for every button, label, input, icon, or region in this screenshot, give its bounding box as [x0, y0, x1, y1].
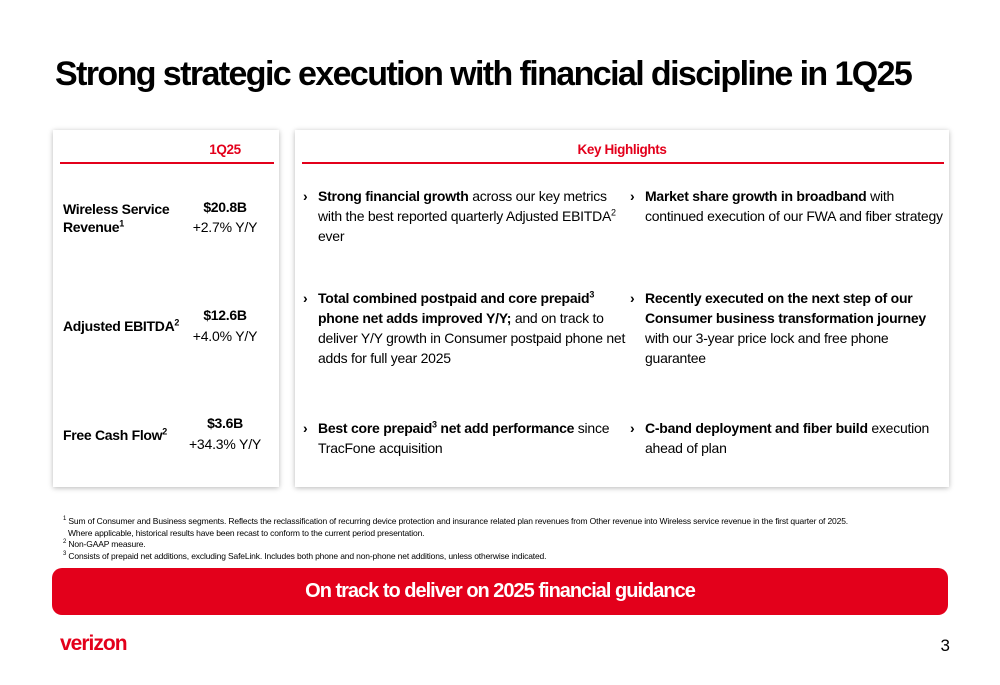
- footnote-2: 2 Non-GAAP measure.: [63, 539, 146, 549]
- highlight-consumer-transformation: › Recently executed on the next step of …: [630, 290, 926, 366]
- highlight-financial-growth: › Strong financial growth across our key…: [303, 188, 616, 244]
- metrics-header-divider: [60, 162, 274, 164]
- highlight-broadband-share: › Market share growth in broadband with …: [630, 188, 943, 224]
- metric-value-free-cash-flow: $3.6B: [207, 415, 243, 431]
- metric-value-adjusted-ebitda: $12.6B: [203, 307, 247, 323]
- highlight-cband-fiber: › C-band deployment and fiber build exec…: [630, 420, 930, 456]
- chevron-right-icon: ›: [303, 290, 308, 306]
- chevron-right-icon: ›: [630, 188, 635, 204]
- highlights-header-divider: [302, 162, 944, 164]
- page-number: 3: [940, 636, 950, 655]
- metric-label-adjusted-ebitda: Adjusted EBITDA2: [63, 317, 180, 334]
- footnote-3: 3 Consists of prepaid net additions, exc…: [63, 550, 547, 561]
- chevron-right-icon: ›: [303, 420, 308, 436]
- guidance-banner-text: On track to deliver on 2025 financial gu…: [305, 580, 696, 602]
- metric-label-wireless-service-revenue: Wireless Service Revenue1: [63, 201, 170, 235]
- metric-label-free-cash-flow: Free Cash Flow2: [63, 426, 167, 443]
- footnote-1: 1 Sum of Consumer and Business segments.…: [63, 516, 848, 526]
- metric-value-wireless-service-revenue: $20.8B: [203, 199, 247, 215]
- footnotes: 1 Sum of Consumer and Business segments.…: [63, 516, 943, 562]
- verizon-logo: verizon: [60, 632, 128, 655]
- highlight-prepaid-performance: › Best core prepaid3 net add performance…: [303, 419, 610, 456]
- chevron-right-icon: ›: [630, 420, 635, 436]
- metrics-card: [53, 130, 279, 487]
- highlights-card: [295, 130, 949, 487]
- guidance-banner: On track to deliver on 2025 financial gu…: [52, 568, 948, 615]
- highlights-header: Key Highlights: [577, 142, 667, 157]
- page-title: Strong strategic execution with financia…: [55, 55, 913, 93]
- footnote-1-continued: Where applicable, historical results hav…: [68, 527, 425, 538]
- metric-change-free-cash-flow: +34.3% Y/Y: [188, 436, 262, 452]
- chevron-right-icon: ›: [630, 290, 635, 306]
- metric-change-wireless-service-revenue: +2.7% Y/Y: [192, 219, 258, 235]
- chevron-right-icon: ›: [303, 188, 308, 204]
- metric-change-adjusted-ebitda: +4.0% Y/Y: [192, 328, 258, 344]
- highlight-net-adds: › Total combined postpaid and core prepa…: [303, 289, 626, 366]
- metrics-column-header: 1Q25: [209, 142, 241, 157]
